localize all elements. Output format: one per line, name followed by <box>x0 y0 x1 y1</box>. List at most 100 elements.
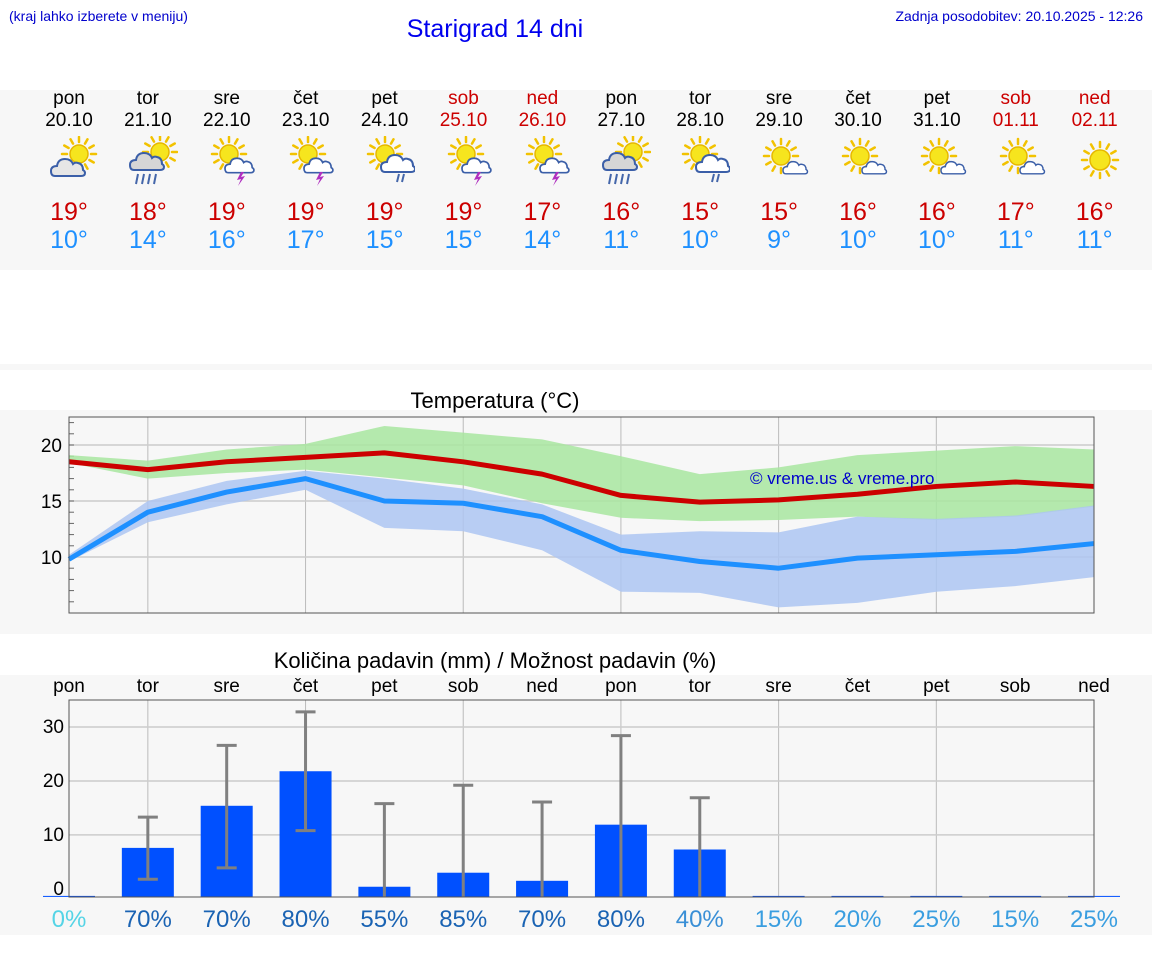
min-temperature: 16° <box>207 226 246 254</box>
y-tick-label: 20 <box>43 771 64 792</box>
max-temperature: 16° <box>917 198 956 226</box>
day-column: ned 26.10 17° 14° <box>503 88 581 258</box>
temperature-plot-frame <box>68 416 1095 614</box>
thunderstorm-icon <box>286 135 336 186</box>
day-name: pet <box>923 88 951 109</box>
location-hint: (kraj lahko izberete v meniju) <box>9 8 188 24</box>
x-tick-label: ned <box>526 676 558 697</box>
day-name: tor <box>136 88 159 109</box>
precipitation-probability: 55% <box>360 906 408 933</box>
day-name: ned <box>526 88 559 109</box>
day-date: 28.10 <box>676 110 724 131</box>
x-tick-label: sob <box>448 676 479 697</box>
thunderstorm-icon <box>207 135 257 186</box>
day-date: 29.10 <box>755 110 803 131</box>
max-temperature: 19° <box>207 198 246 226</box>
min-temperature: 10° <box>681 226 720 254</box>
watermark: © vreme.us & vreme.pro <box>750 469 934 488</box>
max-temperature: 19° <box>444 198 483 226</box>
max-temperature: 15° <box>681 198 720 226</box>
sun-icon <box>1075 136 1125 186</box>
showers-icon <box>365 135 416 186</box>
x-tick-label: tor <box>689 676 712 697</box>
precipitation-probability: 80% <box>597 906 645 933</box>
y-tick-label: 30 <box>43 717 64 738</box>
precipitation-probability: 85% <box>439 906 487 933</box>
max-temperature: 17° <box>523 198 562 226</box>
precipitation-probability: 0% <box>52 906 87 933</box>
day-date: 21.10 <box>124 110 172 131</box>
day-date: 22.10 <box>203 110 251 131</box>
precipitation-probability: 70% <box>203 906 251 933</box>
day-column: pon 20.10 19° 10° <box>30 88 108 258</box>
day-name: pet <box>371 88 398 109</box>
min-temperature: 10° <box>50 226 88 254</box>
precipitation-probability: 15% <box>755 906 803 933</box>
day-name: čet <box>293 88 319 109</box>
min-temperature: 15° <box>365 226 404 254</box>
y-tick-label: 10 <box>43 825 64 846</box>
min-temperature: 14° <box>128 226 167 254</box>
day-name: pon <box>53 88 85 109</box>
x-tick-label: čet <box>293 676 319 697</box>
day-name: pon <box>605 88 638 109</box>
day-name: sob <box>1000 88 1032 109</box>
day-column: pet 31.10 16° 10° <box>898 88 976 258</box>
day-column: sre 22.10 19° 16° <box>188 88 266 258</box>
max-temperature: 16° <box>602 198 641 226</box>
min-range-band <box>69 470 1094 608</box>
max-temperature: 19° <box>286 198 325 226</box>
y-tick-label: 15 <box>41 492 62 513</box>
rain-icon <box>601 133 652 186</box>
partly-cloudy-icon <box>49 135 99 186</box>
divider <box>0 364 1152 370</box>
max-temperature: 19° <box>50 198 88 226</box>
day-column: sob 01.11 17° 11° <box>977 88 1055 258</box>
x-tick-label: sob <box>1000 676 1031 697</box>
precipitation-probability: 70% <box>124 906 172 933</box>
y-tick-label: 10 <box>41 548 62 569</box>
precipitation-probability: 80% <box>282 906 330 933</box>
max-temperature: 17° <box>996 198 1035 226</box>
max-temperature: 19° <box>365 198 404 226</box>
min-temperature: 11° <box>1076 226 1113 254</box>
min-temperature: 11° <box>997 226 1034 254</box>
sun-small-cloud-icon <box>996 136 1046 186</box>
day-date: 23.10 <box>281 110 330 131</box>
precipitation-bar <box>831 895 884 897</box>
day-column: tor 28.10 15° 10° <box>661 88 739 258</box>
min-temperature: 11° <box>603 226 640 254</box>
day-column: tor 21.10 18° 14° <box>109 88 187 258</box>
day-column: pon 27.10 16° 11° <box>582 88 660 258</box>
day-date: 20.10 <box>45 110 93 131</box>
precipitation-probability: 25% <box>1070 906 1118 933</box>
day-date: 01.11 <box>992 110 1039 131</box>
x-tick-label: pet <box>371 676 398 697</box>
page-title: Starigrad 14 dni <box>406 15 584 43</box>
max-temperature: 16° <box>839 198 877 226</box>
day-date: 31.10 <box>913 110 961 131</box>
thunderstorm-icon <box>444 135 494 186</box>
precipitation-chart-title: Količina padavin (mm) / Možnost padavin … <box>273 648 717 673</box>
max-temperature: 16° <box>1075 198 1114 226</box>
sun-small-cloud-icon <box>759 136 809 186</box>
x-tick-label: ned <box>1078 676 1110 697</box>
day-name: sob <box>448 88 479 109</box>
precipitation-bar <box>910 895 963 897</box>
y-tick-label: 20 <box>41 436 62 457</box>
x-tick-label: tor <box>137 676 160 697</box>
precipitation-plot-frame <box>68 699 1095 898</box>
day-column: čet 23.10 19° 17° <box>267 88 345 258</box>
thunderstorm-icon <box>522 135 572 186</box>
day-column: sre 29.10 15° 9° <box>740 88 818 258</box>
max-temperature-line <box>68 450 1095 505</box>
day-column: sob 25.10 19° 15° <box>425 88 503 258</box>
min-temperature: 10° <box>839 226 877 254</box>
x-tick-label: sre <box>213 676 239 697</box>
day-date: 25.10 <box>439 110 488 131</box>
precipitation-bar <box>752 895 805 897</box>
precipitation-probability: 20% <box>833 906 881 933</box>
daily-forecast: pon 20.10 19° 10° tor 21.10 18° 14° sre 22.10 19° 1… <box>0 88 1152 258</box>
day-name: sre <box>213 88 240 109</box>
